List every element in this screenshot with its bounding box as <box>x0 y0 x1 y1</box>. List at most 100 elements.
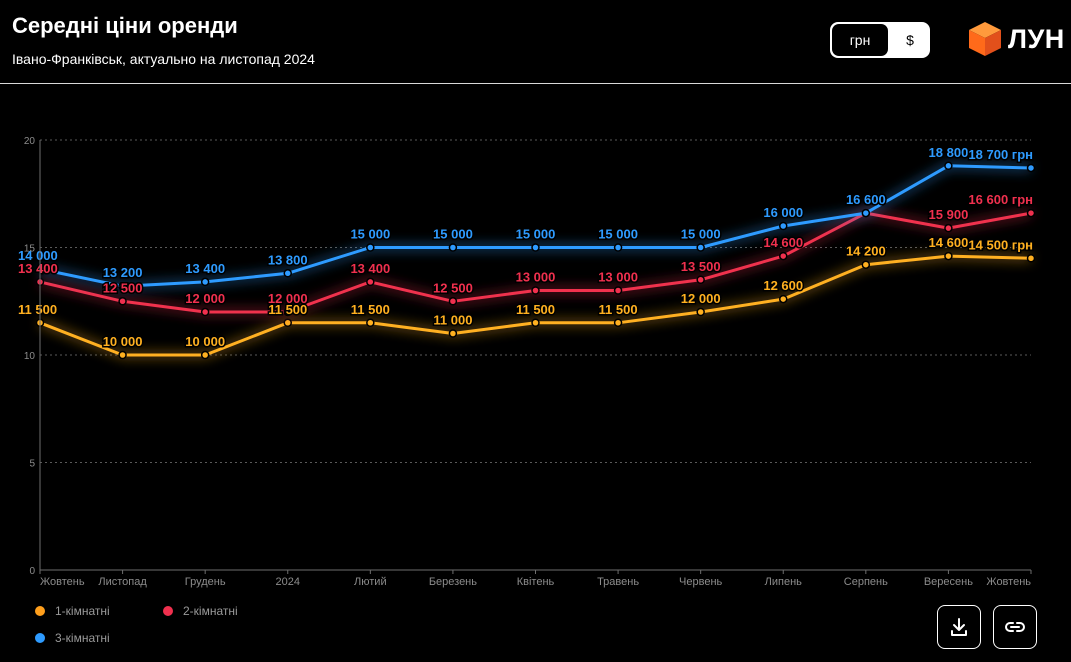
data-label: 16 600 <box>846 192 886 207</box>
data-label: 12 500 <box>433 280 473 295</box>
data-point <box>1026 254 1036 263</box>
data-label: 10 000 <box>103 334 143 349</box>
data-point <box>366 243 375 252</box>
data-label: 15 900 <box>929 207 969 222</box>
data-label: 16 000 <box>763 205 803 220</box>
legend-item-2-room[interactable]: 2-кімнатні <box>163 604 238 618</box>
data-point <box>366 318 375 327</box>
data-point <box>200 307 210 317</box>
data-label: 11 500 <box>18 302 57 317</box>
page-title: Середні ціни оренди <box>12 13 238 38</box>
legend-dot-icon <box>163 606 173 616</box>
x-tick-label: Березень <box>429 576 477 588</box>
data-label: 13 400 <box>350 261 390 276</box>
data-point <box>118 350 127 360</box>
currency-toggle: грн $ <box>830 22 930 58</box>
x-tick-label: Лютий <box>354 576 387 588</box>
chart-labels: 11 500 10 000 10 000 11 500 11 500 11 000 11 5… <box>17 143 1035 350</box>
data-label: 13 400 <box>18 261 58 276</box>
legend-label: 2-кімнатні <box>183 604 238 618</box>
rent-price-chart: 11 500 10 000 10 000 11 500 11 500 11 000 11 5… <box>17 136 1036 588</box>
data-label: 14 600 <box>929 235 969 250</box>
currency-uah-button[interactable]: грн <box>832 24 888 56</box>
data-label: 14 600 <box>763 235 803 250</box>
data-label: 13 000 <box>598 270 638 285</box>
legend-item-1-room[interactable]: 1-кімнатні <box>35 604 110 618</box>
data-label: 13 400 <box>185 261 225 276</box>
data-label: 13 200 <box>103 265 143 280</box>
download-button[interactable] <box>937 605 981 649</box>
currency-usd-button[interactable]: $ <box>906 32 914 48</box>
page-subtitle: Івано-Франківськ, актуально на листопад … <box>12 51 315 67</box>
data-label: 18 700 грн <box>968 147 1033 162</box>
x-tick-label: Травень <box>597 576 639 588</box>
data-label: 12 500 <box>103 280 143 295</box>
data-point <box>861 260 871 269</box>
copy-link-button[interactable] <box>993 605 1037 649</box>
data-point <box>118 281 127 291</box>
chart-series <box>35 161 1036 360</box>
data-label: 11 500 <box>351 302 390 317</box>
legend-dot-icon <box>35 606 45 616</box>
data-point <box>779 221 788 231</box>
brand-logo[interactable]: ЛУН <box>968 21 1068 57</box>
data-label: 11 500 <box>516 302 555 317</box>
data-label: 15 000 <box>681 227 721 242</box>
data-label: 16 600 грн <box>968 192 1033 207</box>
data-point <box>861 208 871 218</box>
data-point <box>1026 208 1036 218</box>
header: Середні ціни оренди Івано-Франківськ, ак… <box>0 0 1071 84</box>
data-label: 11 000 <box>433 313 472 328</box>
data-point <box>118 297 127 306</box>
data-label: 15 000 <box>516 227 556 242</box>
brand-name: ЛУН <box>1008 24 1065 54</box>
chart-axes: 0 5 10 15 20 Жовтень Листопад Грудень 2024 Лютий Б… <box>24 136 1032 588</box>
data-point <box>696 307 705 317</box>
y-tick-label: 10 <box>24 351 36 362</box>
legend-item-3-room[interactable]: 3-кімнатні <box>35 631 110 645</box>
data-point <box>944 223 953 233</box>
x-tick-label: Листопад <box>98 576 147 588</box>
legend-label: 3-кімнатні <box>55 631 110 645</box>
data-point <box>448 297 458 306</box>
data-label: 14 500 грн <box>968 237 1033 252</box>
data-point <box>613 243 623 252</box>
data-point <box>779 294 788 304</box>
data-label: 13 000 <box>516 270 556 285</box>
data-point <box>531 318 540 327</box>
y-tick-label: 20 <box>24 136 36 147</box>
data-label: 18 800 <box>929 145 969 160</box>
orange-cube-icon <box>969 22 1001 56</box>
x-tick-label: Вересень <box>924 576 973 588</box>
x-tick-label: Жовтень <box>40 576 85 588</box>
data-label: 12 000 <box>268 291 308 306</box>
data-point <box>531 243 540 252</box>
data-point <box>613 318 623 327</box>
data-point <box>200 277 210 287</box>
legend-dot-icon <box>35 633 45 643</box>
data-label: 10 000 <box>185 334 225 349</box>
data-point <box>448 243 458 252</box>
x-tick-label: Жовтень <box>986 576 1031 588</box>
x-tick-label: Квітень <box>517 576 555 588</box>
y-tick-label: 0 <box>29 566 35 577</box>
data-label: 14 000 <box>18 248 58 263</box>
y-tick-label: 5 <box>29 459 35 470</box>
data-label: 13 500 <box>681 259 721 274</box>
data-point <box>448 329 458 338</box>
data-label: 15 000 <box>350 227 390 242</box>
y-tick-label: 15 <box>24 244 36 255</box>
x-tick-label: Липень <box>765 576 803 588</box>
data-point <box>696 275 705 284</box>
data-label: 12 600 <box>763 278 803 293</box>
data-label: 12 000 <box>185 291 225 306</box>
data-point <box>613 286 623 295</box>
data-point <box>200 350 210 360</box>
data-label: 11 500 <box>268 302 307 317</box>
data-point <box>944 161 953 171</box>
x-tick-label: 2024 <box>276 576 300 588</box>
data-point <box>1026 163 1036 173</box>
series-3-room <box>35 161 1036 291</box>
data-point <box>531 286 540 295</box>
data-point <box>779 251 788 261</box>
